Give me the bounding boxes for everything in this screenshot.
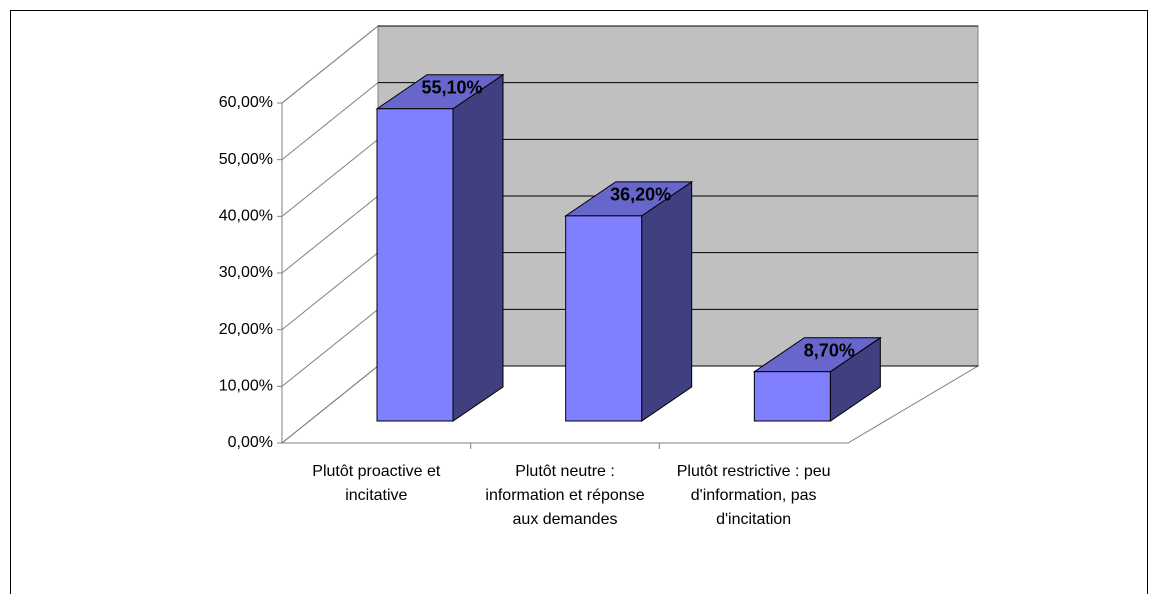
grid-line [281, 25, 379, 104]
value-label: 55,10% [421, 78, 482, 98]
bar [376, 108, 454, 422]
y-tick-label: 60,00% [219, 94, 273, 111]
y-tick-label: 10,00% [219, 378, 273, 395]
grid-line [281, 252, 379, 331]
bar [565, 215, 643, 422]
grid-line [281, 195, 379, 274]
y-tick-label: 50,00% [219, 151, 273, 168]
value-label: 36,20% [610, 185, 671, 205]
bar-side [452, 73, 504, 422]
value-label: 8,70% [804, 340, 855, 360]
y-tick-label: 20,00% [219, 321, 273, 338]
x-tick-label: Plutôt neutre : information et réponse a… [485, 463, 645, 528]
y-tick-label: 0,00% [228, 434, 273, 451]
bar [753, 371, 831, 422]
x-tick-label: Plutôt restrictive : peu d'information, … [676, 463, 831, 528]
grid-line [281, 308, 379, 387]
bar-side [641, 180, 693, 422]
y-tick-label: 40,00% [219, 208, 273, 225]
y-tick-label: 30,00% [219, 264, 273, 281]
grid-line [281, 138, 379, 217]
grid-line [281, 82, 379, 161]
x-tick-label: Plutôt proactive et incitative [312, 463, 441, 504]
grid-line [281, 365, 379, 444]
